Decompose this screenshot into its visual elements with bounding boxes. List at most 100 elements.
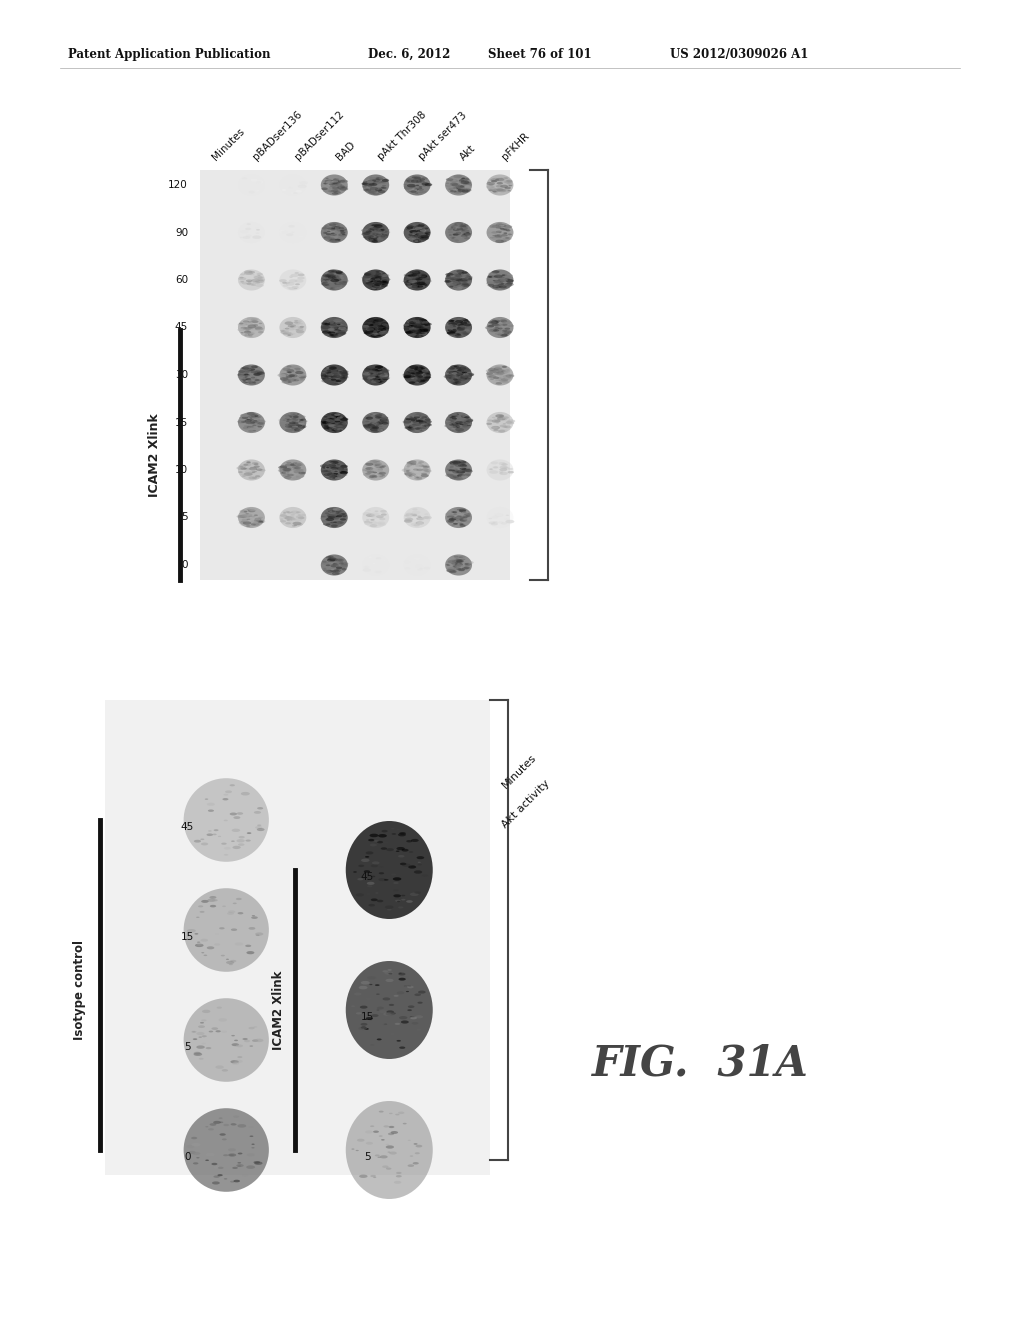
Ellipse shape <box>330 515 334 516</box>
Ellipse shape <box>341 515 347 516</box>
Ellipse shape <box>291 376 295 378</box>
Ellipse shape <box>457 521 462 524</box>
Ellipse shape <box>447 420 454 422</box>
Ellipse shape <box>371 512 379 516</box>
Ellipse shape <box>419 276 424 279</box>
Ellipse shape <box>291 366 300 368</box>
Ellipse shape <box>410 1019 413 1020</box>
Ellipse shape <box>327 473 336 477</box>
Ellipse shape <box>501 228 505 230</box>
Ellipse shape <box>501 189 507 191</box>
Ellipse shape <box>289 288 296 290</box>
Ellipse shape <box>335 239 341 242</box>
Ellipse shape <box>364 236 371 239</box>
Ellipse shape <box>498 189 504 191</box>
Ellipse shape <box>389 1151 397 1155</box>
Ellipse shape <box>449 557 456 561</box>
Ellipse shape <box>375 276 378 277</box>
Ellipse shape <box>327 227 334 230</box>
Ellipse shape <box>386 1012 394 1015</box>
Ellipse shape <box>452 422 459 425</box>
Ellipse shape <box>374 319 379 321</box>
Ellipse shape <box>218 1167 223 1170</box>
Ellipse shape <box>447 374 454 376</box>
Ellipse shape <box>457 470 465 474</box>
Ellipse shape <box>457 232 461 235</box>
Ellipse shape <box>500 178 507 181</box>
Ellipse shape <box>337 428 344 430</box>
Ellipse shape <box>381 325 386 326</box>
Ellipse shape <box>460 228 465 231</box>
Ellipse shape <box>495 235 502 238</box>
Ellipse shape <box>331 190 335 191</box>
Ellipse shape <box>329 322 335 325</box>
Ellipse shape <box>336 570 344 573</box>
Ellipse shape <box>283 368 291 371</box>
Ellipse shape <box>404 376 410 379</box>
Ellipse shape <box>257 422 264 425</box>
Ellipse shape <box>449 562 456 565</box>
Ellipse shape <box>291 465 298 467</box>
Ellipse shape <box>364 227 370 230</box>
Ellipse shape <box>466 424 470 426</box>
Ellipse shape <box>365 331 373 334</box>
Ellipse shape <box>338 326 346 330</box>
Ellipse shape <box>492 417 496 418</box>
Ellipse shape <box>370 334 379 337</box>
Ellipse shape <box>416 277 423 280</box>
Ellipse shape <box>493 319 497 321</box>
Ellipse shape <box>339 560 342 561</box>
Ellipse shape <box>506 515 509 516</box>
Ellipse shape <box>240 372 246 374</box>
Ellipse shape <box>295 329 299 331</box>
Ellipse shape <box>410 425 417 428</box>
Ellipse shape <box>367 376 376 380</box>
Ellipse shape <box>340 180 348 182</box>
Ellipse shape <box>362 174 389 195</box>
Ellipse shape <box>492 321 499 323</box>
Ellipse shape <box>412 226 419 228</box>
Ellipse shape <box>191 1143 201 1147</box>
Ellipse shape <box>495 366 502 368</box>
Ellipse shape <box>186 1144 195 1148</box>
Ellipse shape <box>212 833 217 836</box>
Ellipse shape <box>424 422 431 426</box>
Ellipse shape <box>408 420 413 421</box>
Ellipse shape <box>362 364 389 385</box>
Ellipse shape <box>489 469 493 470</box>
Ellipse shape <box>505 378 512 380</box>
Ellipse shape <box>336 374 342 376</box>
Ellipse shape <box>378 321 382 323</box>
Ellipse shape <box>372 322 380 326</box>
Ellipse shape <box>452 185 459 187</box>
Ellipse shape <box>403 459 431 480</box>
Ellipse shape <box>340 421 346 424</box>
Ellipse shape <box>374 429 380 432</box>
Ellipse shape <box>343 469 347 470</box>
Ellipse shape <box>319 465 329 467</box>
Ellipse shape <box>255 190 260 191</box>
Ellipse shape <box>489 227 494 228</box>
Ellipse shape <box>420 329 428 333</box>
Ellipse shape <box>409 234 413 235</box>
Ellipse shape <box>403 507 431 528</box>
Ellipse shape <box>494 281 501 284</box>
Ellipse shape <box>238 329 246 331</box>
Ellipse shape <box>193 1039 198 1040</box>
Ellipse shape <box>198 906 203 907</box>
Ellipse shape <box>336 474 343 477</box>
Ellipse shape <box>282 471 286 474</box>
Text: ICAM2 Xlink: ICAM2 Xlink <box>148 413 162 496</box>
Ellipse shape <box>505 180 509 181</box>
Ellipse shape <box>330 235 338 239</box>
Ellipse shape <box>410 234 415 235</box>
Ellipse shape <box>463 333 468 335</box>
Ellipse shape <box>374 523 383 527</box>
Ellipse shape <box>409 417 417 420</box>
Ellipse shape <box>255 371 258 372</box>
Ellipse shape <box>334 561 340 564</box>
Ellipse shape <box>331 228 335 231</box>
Ellipse shape <box>362 459 389 480</box>
Ellipse shape <box>458 375 461 376</box>
Ellipse shape <box>346 961 433 1059</box>
